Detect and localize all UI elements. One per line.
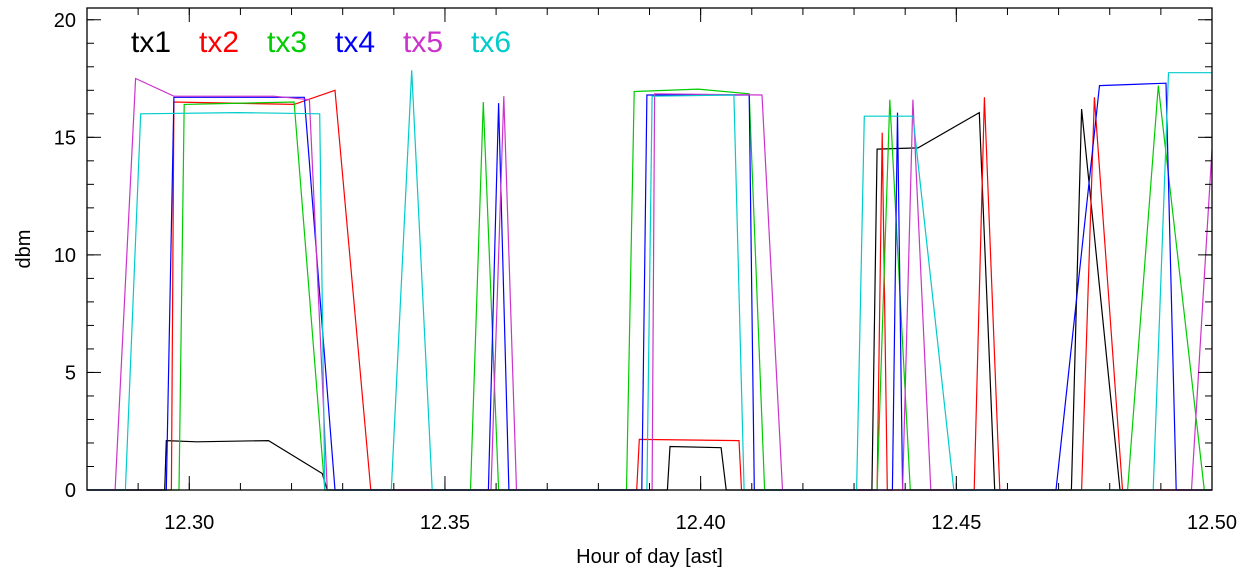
x-tick-label: 12.50 bbox=[1187, 512, 1237, 534]
x-tick-label: 12.30 bbox=[164, 512, 214, 534]
legend-entry-tx5: tx5 bbox=[403, 26, 443, 59]
x-axis-label: Hour of day [ast] bbox=[576, 546, 723, 568]
legend: tx1 tx2 tx3 tx4 tx5 tx6 bbox=[131, 26, 511, 59]
y-tick-label: 0 bbox=[65, 480, 76, 502]
series-line-tx6 bbox=[87, 70, 1212, 491]
legend-entry-tx3: tx3 bbox=[267, 26, 307, 59]
tick-layer bbox=[86, 8, 1213, 491]
y-tick-label: 15 bbox=[54, 127, 76, 149]
legend-entry-tx4: tx4 bbox=[335, 26, 375, 59]
legend-entry-tx6: tx6 bbox=[471, 26, 511, 59]
x-tick-label: 12.35 bbox=[420, 512, 470, 534]
x-tick-label: 12.45 bbox=[931, 512, 981, 534]
legend-entry-tx2: tx2 bbox=[199, 26, 239, 59]
y-tick-label: 5 bbox=[65, 362, 76, 384]
tick-label-layer: 12.30 12.35 12.40 12.45 12.50 0 5 10 15 20 bbox=[54, 10, 1237, 534]
y-tick-label: 20 bbox=[54, 10, 76, 32]
x-tick-label: 12.40 bbox=[676, 512, 726, 534]
y-axis-label: dbm bbox=[13, 230, 35, 269]
legend-entry-tx1: tx1 bbox=[131, 26, 171, 59]
y-tick-label: 10 bbox=[54, 245, 76, 267]
